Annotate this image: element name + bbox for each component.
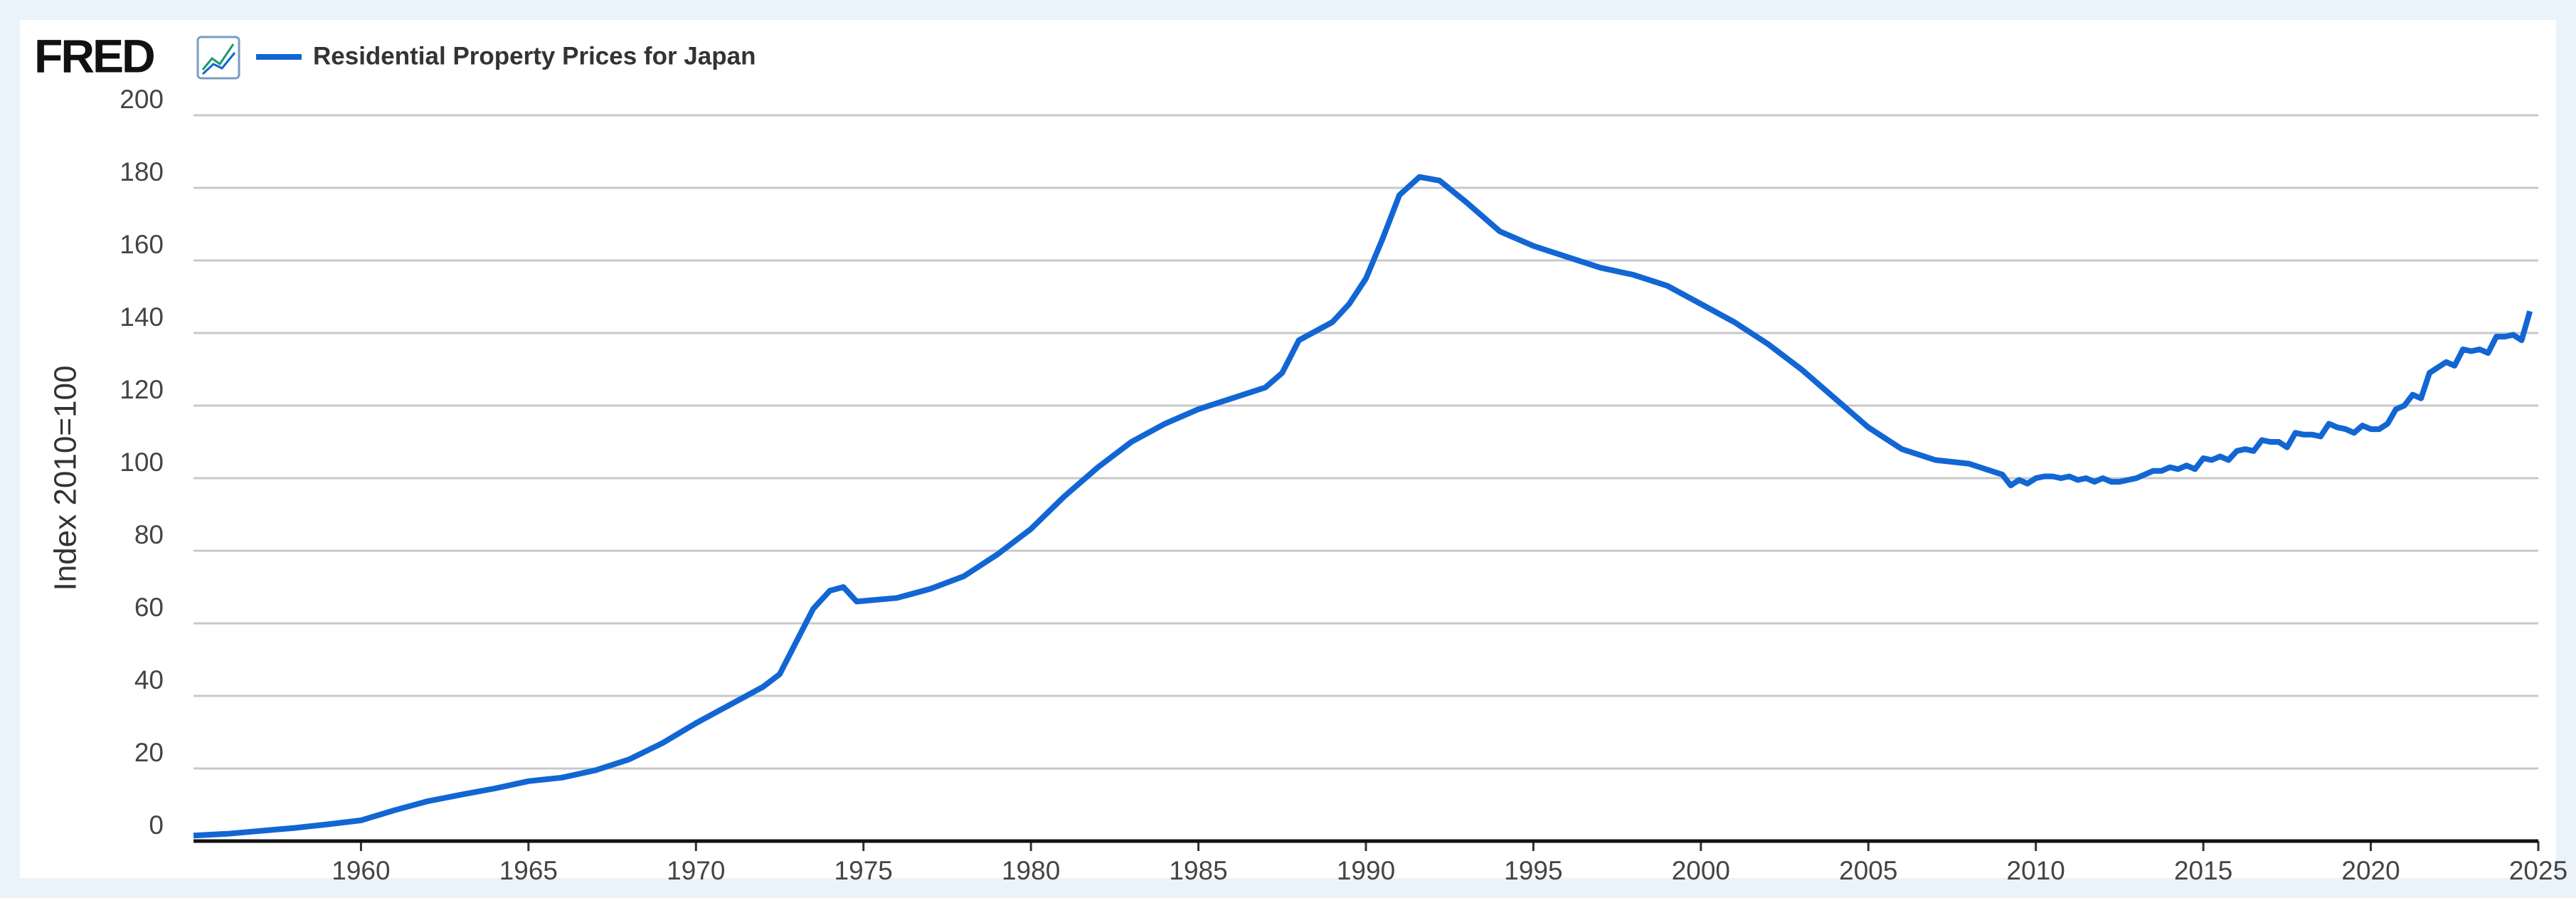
x-tick-label: 2005 <box>1839 856 1897 885</box>
x-tick-label: 1995 <box>1504 856 1562 885</box>
y-tick-label: 0 <box>149 810 164 840</box>
x-tick-label: 1980 <box>1002 856 1060 885</box>
y-tick-label: 20 <box>134 738 164 767</box>
y-tick-label: 120 <box>120 375 164 404</box>
y-tick-label: 60 <box>134 593 164 622</box>
x-tick-label: 1975 <box>834 856 893 885</box>
logo-icon <box>196 36 240 80</box>
x-tick-label: 2010 <box>2007 856 2065 885</box>
y-tick-label: 180 <box>120 157 164 186</box>
x-tick-label: 2015 <box>2174 856 2232 885</box>
x-tick-label: 1965 <box>499 856 558 885</box>
x-tick-label: 2020 <box>2341 856 2400 885</box>
series-line <box>193 174 2533 839</box>
x-tick-label: 1985 <box>1169 856 1227 885</box>
x-tick-label: 1970 <box>667 856 725 885</box>
x-tick-label: 1960 <box>332 856 390 885</box>
y-tick-label: 200 <box>120 85 164 114</box>
x-tick-label: 2000 <box>1672 856 1730 885</box>
logo: FRED <box>34 29 154 82</box>
y-tick-label: 40 <box>134 665 164 694</box>
legend-label: Residential Property Prices for Japan <box>313 42 756 70</box>
x-tick-label: 1990 <box>1337 856 1395 885</box>
y-tick-label: 80 <box>134 520 164 549</box>
x-tick-label: 2025 <box>2509 856 2567 885</box>
y-tick-label: 140 <box>120 302 164 332</box>
y-tick-label: 160 <box>120 230 164 259</box>
y-tick-label: 100 <box>120 448 164 477</box>
chart-panel <box>20 20 2556 878</box>
y-axis-label: Index 2010=100 <box>48 366 83 591</box>
